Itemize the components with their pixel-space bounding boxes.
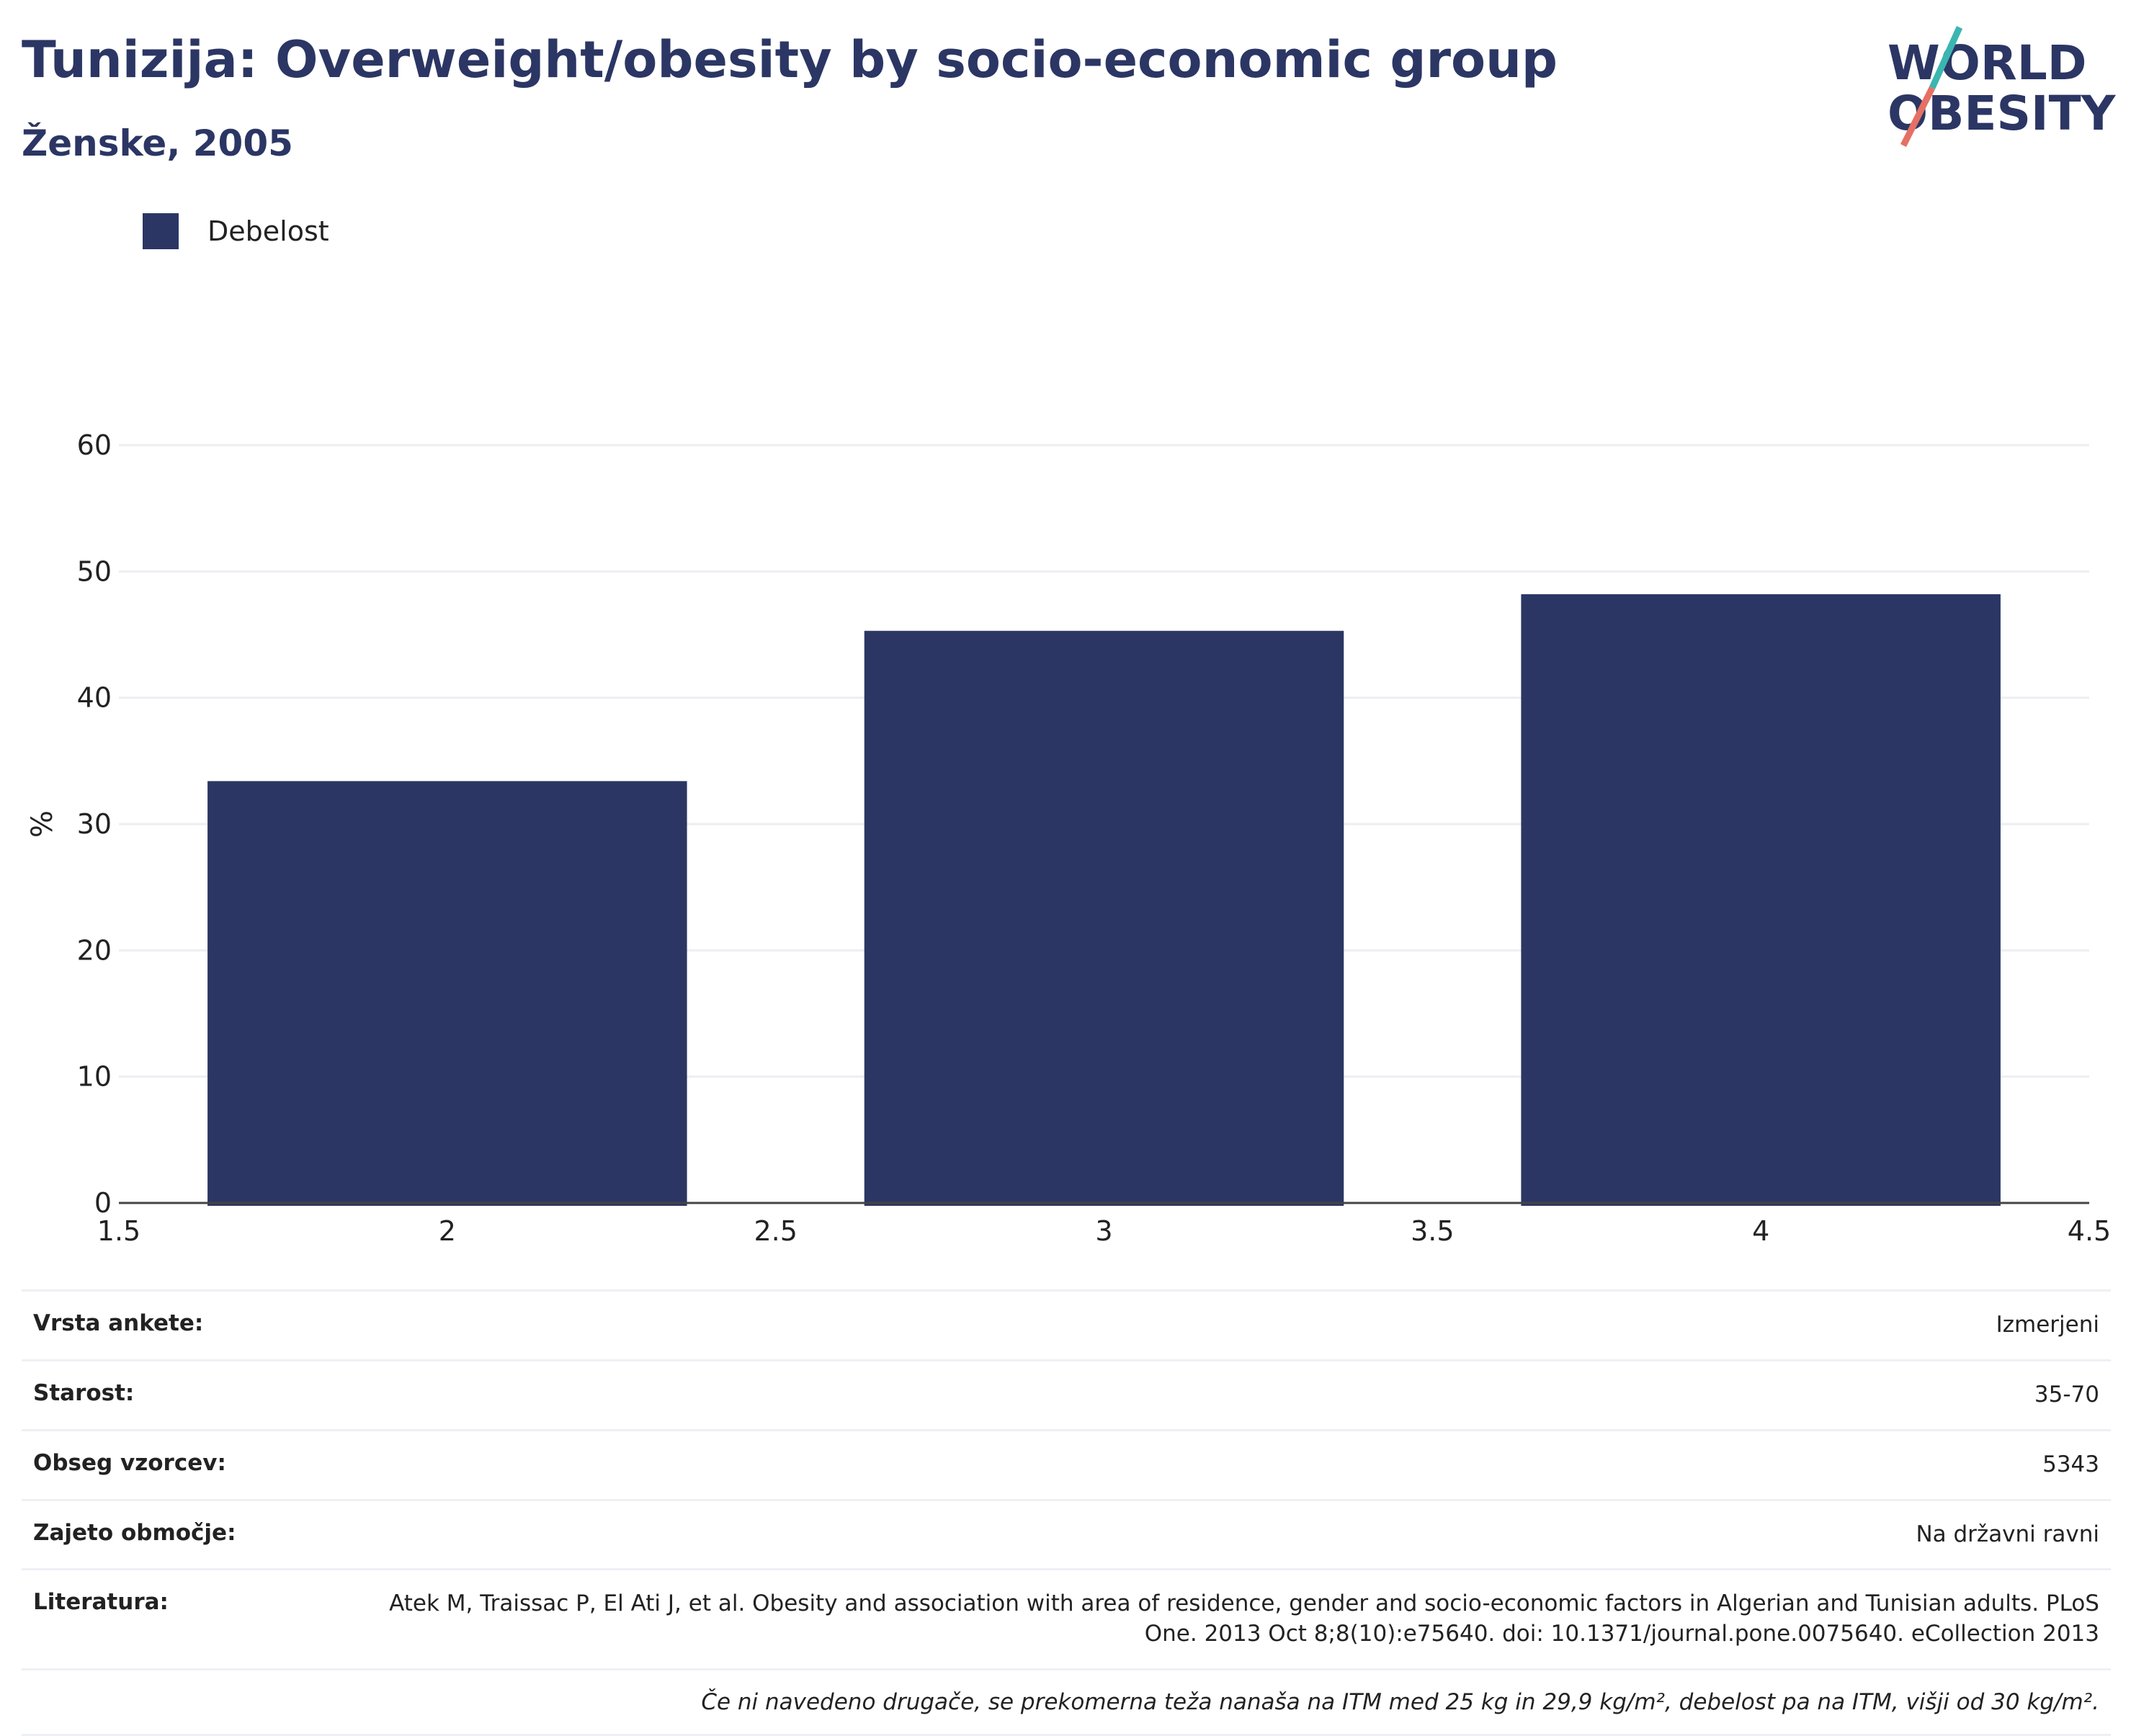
info-value: 35-70 xyxy=(347,1359,2111,1431)
info-value: Atek M, Traissac P, El Ati J, et al. Obe… xyxy=(347,1568,2111,1670)
x-tick-label: 2.5 xyxy=(754,1215,797,1247)
legend: Debelost xyxy=(143,213,329,249)
logo-slash-coral xyxy=(1900,86,1936,148)
info-row: Zajeto območje: Na državni ravni xyxy=(22,1498,2111,1570)
bar-debelost xyxy=(207,781,687,1206)
x-tick-label: 2 xyxy=(439,1215,456,1247)
chart-title: Tunizija: Overweight/obesity by socio-ec… xyxy=(22,30,1558,89)
x-tick-label: 4.5 xyxy=(2068,1215,2111,1247)
chart-subtitle: Ženske, 2005 xyxy=(22,122,293,164)
legend-label-debelost: Debelost xyxy=(207,215,329,247)
info-label: Obseg vzorcev: xyxy=(22,1428,347,1500)
bar-debelost xyxy=(1521,594,2001,1206)
y-tick-label: 60 xyxy=(77,429,112,461)
info-value: Na državni ravni xyxy=(347,1498,2111,1570)
y-tick-label: 30 xyxy=(77,808,112,840)
definition-note: Če ni navedeno drugače, se prekomerna te… xyxy=(22,1668,2111,1736)
info-label: Vrsta ankete: xyxy=(22,1289,347,1361)
survey-info-table: Vrsta ankete: Izmerjeni Starost: 35-70 Obseg… xyxy=(22,1289,2111,1736)
info-value: Izmerjeni xyxy=(347,1289,2111,1361)
info-value: 5343 xyxy=(347,1428,2111,1500)
y-tick-label: 40 xyxy=(77,682,112,714)
y-axis-label: % xyxy=(26,810,59,838)
x-tick-label: 3 xyxy=(1095,1215,1112,1247)
x-tick-label: 3.5 xyxy=(1411,1215,1454,1247)
x-tick-label: 4 xyxy=(1752,1215,1769,1247)
definition-note-row: Če ni navedeno drugače, se prekomerna te… xyxy=(22,1668,2111,1736)
info-label: Zajeto območje: xyxy=(22,1498,347,1570)
legend-swatch-debelost xyxy=(143,213,179,249)
bar-debelost xyxy=(864,630,1344,1206)
logo-slash-teal xyxy=(1929,26,1963,89)
bar-chart: 0 10 20 30 40 50 60 1.5 2 2.5 3 3.5 4 4.5% xyxy=(26,429,2111,1247)
logo-text-world: WORLD xyxy=(1887,35,2087,91)
world-obesity-logo: WORLD OBESITY xyxy=(1887,26,2117,148)
y-tick-label: 20 xyxy=(77,934,112,966)
info-row: Literatura: Atek M, Traissac P, El Ati J,… xyxy=(22,1568,2111,1670)
y-tick-label: 50 xyxy=(77,555,112,587)
info-label: Literatura: xyxy=(22,1568,347,1670)
y-tick-label: 0 xyxy=(94,1187,112,1219)
info-label: Starost: xyxy=(22,1359,347,1431)
info-row: Starost: 35-70 xyxy=(22,1359,2111,1431)
info-row: Obseg vzorcev: 5343 xyxy=(22,1428,2111,1500)
info-row: Vrsta ankete: Izmerjeni xyxy=(22,1289,2111,1361)
x-tick-label: 1.5 xyxy=(97,1215,140,1247)
y-tick-label: 10 xyxy=(77,1061,112,1093)
